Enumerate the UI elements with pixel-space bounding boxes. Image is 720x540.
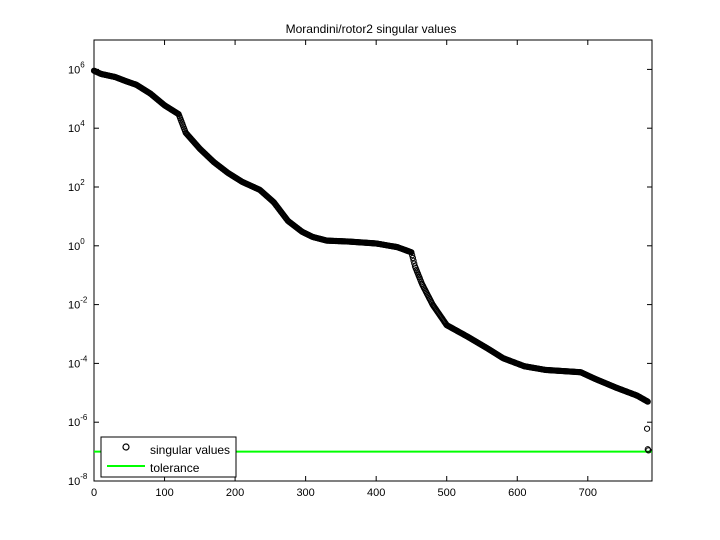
singular-values-series (90, 67, 652, 454)
data-point (644, 398, 651, 405)
y-tick-base: 10 (68, 123, 80, 135)
y-tick-base: 10 (68, 417, 80, 429)
legend-label-tolerance: tolerance (150, 461, 200, 475)
y-tick-label: 10-2 (68, 296, 88, 312)
y-tick-base: 10 (68, 64, 80, 76)
x-tick-label: 400 (367, 487, 385, 499)
legend: singular values tolerance (100, 436, 237, 478)
data-point (408, 249, 415, 256)
y-tick-base: 10 (68, 300, 80, 312)
y-tick-exponent: 6 (80, 60, 85, 69)
y-tick-label: 102 (68, 178, 85, 194)
y-tick-exponent: 2 (80, 178, 85, 187)
y-tick-label: 10-6 (68, 413, 88, 429)
chart-title: Morandini/rotor2 singular values (286, 22, 457, 36)
x-tick-label: 700 (579, 487, 597, 499)
y-tick-label: 106 (68, 60, 85, 76)
y-tick-base: 10 (68, 358, 80, 370)
y-tick-base: 10 (68, 182, 80, 194)
x-tick-label: 100 (155, 487, 173, 499)
legend-box (100, 436, 237, 478)
x-axis: 0 100 200 300 400 500 600 700 (91, 40, 597, 499)
y-tick-exponent: -6 (80, 413, 88, 422)
y-tick-label: 10-8 (68, 472, 88, 488)
x-tick-label: 300 (296, 487, 314, 499)
legend-label-singular-values: singular values (150, 443, 230, 457)
y-tick-label: 100 (68, 237, 85, 253)
x-tick-label: 500 (438, 487, 456, 499)
y-tick-base: 10 (68, 476, 80, 488)
plot-area (93, 39, 653, 482)
data-point (410, 257, 417, 264)
data-point-outlier (645, 447, 652, 454)
y-tick-exponent: -8 (80, 472, 88, 481)
x-tick-label: 600 (508, 487, 526, 499)
x-tick-label: 0 (91, 487, 97, 499)
y-tick-exponent: 4 (80, 119, 85, 128)
legend-marker-singular-values (122, 443, 130, 451)
y-tick-label: 10-4 (68, 354, 88, 370)
y-tick-exponent: -4 (80, 354, 88, 363)
y-tick-base: 10 (68, 241, 80, 253)
x-tick-label: 200 (226, 487, 244, 499)
y-tick-exponent: 0 (80, 237, 85, 246)
data-point-outlier (643, 425, 651, 432)
data-point (409, 254, 416, 262)
data-point (409, 252, 416, 259)
y-tick-label: 104 (68, 119, 85, 135)
y-tick-exponent: -2 (80, 296, 88, 305)
